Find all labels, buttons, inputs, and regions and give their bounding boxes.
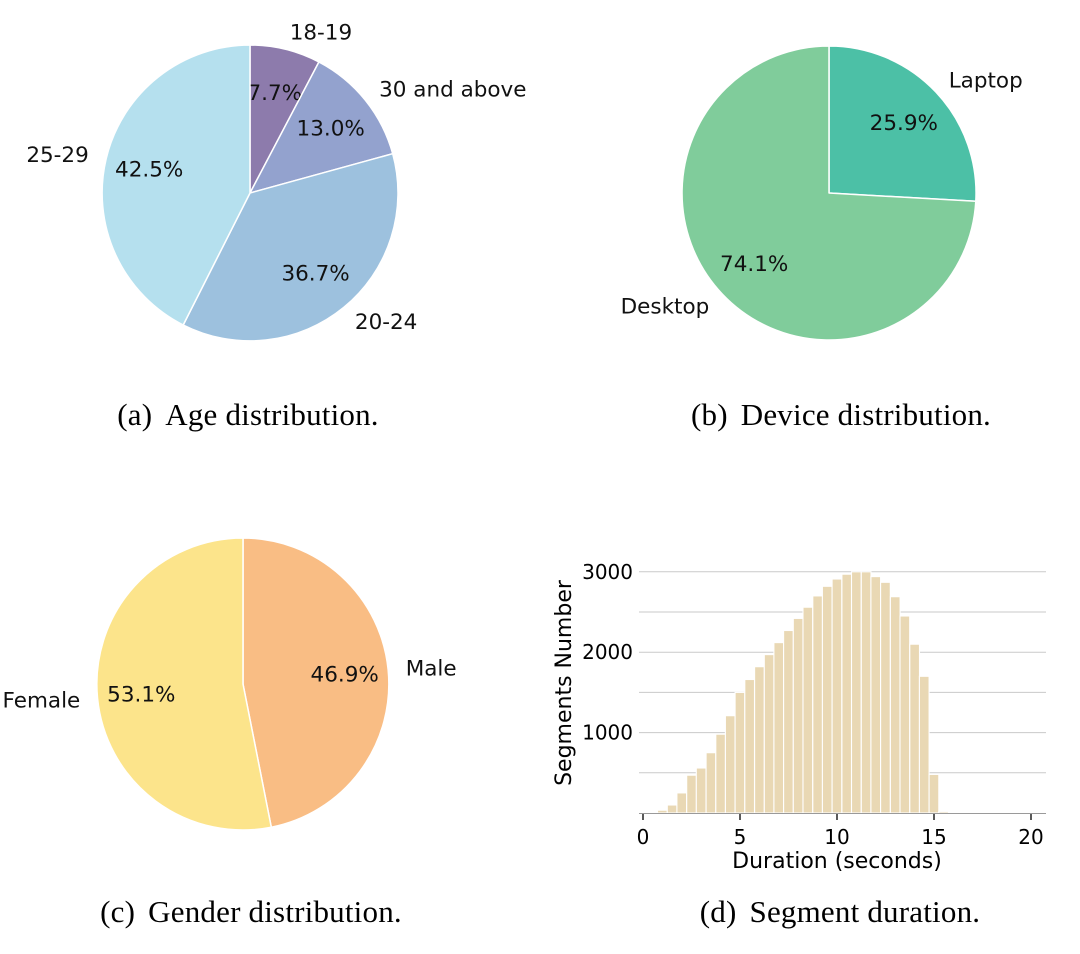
histogram-bar bbox=[656, 809, 668, 814]
gender-pie-chart: 46.9% Male 53.1% Female bbox=[3, 537, 457, 831]
histogram-bar bbox=[666, 804, 678, 814]
x-tick-label-10: 10 bbox=[824, 825, 849, 849]
pie-pct-20-24: 36.7% bbox=[281, 262, 349, 287]
pie-label-laptop: Laptop bbox=[949, 68, 1023, 93]
histogram-bar bbox=[918, 675, 930, 814]
histogram-bar bbox=[870, 576, 882, 814]
y-tick-label-2000: 2000 bbox=[582, 640, 633, 664]
x-tick-label-5: 5 bbox=[734, 825, 747, 849]
histogram-bar bbox=[860, 571, 872, 814]
histogram-bar bbox=[899, 615, 911, 814]
histogram-bar bbox=[821, 585, 833, 814]
histogram-bar bbox=[676, 792, 688, 814]
pie-pct-25-29: 42.5% bbox=[115, 157, 183, 182]
y-axis-label: Segments Number bbox=[552, 579, 577, 786]
pie-slice-25-29 bbox=[101, 44, 251, 326]
caption-age-index: (a) bbox=[117, 397, 153, 432]
pie-label-30-and-above: 30 and above bbox=[379, 78, 526, 103]
pie-slice-30-and-above bbox=[249, 61, 394, 194]
caption-device: (b) Device distribution. bbox=[691, 397, 991, 433]
duration-histogram: 0 5 10 15 20 1000 2000 3000 Duration (seconds) Se… bbox=[552, 560, 1046, 874]
histogram-bar bbox=[695, 767, 707, 814]
histogram-bar bbox=[802, 606, 814, 814]
histogram-bar bbox=[928, 773, 940, 814]
pie-pct-female: 53.1% bbox=[107, 682, 175, 707]
histogram-bar bbox=[880, 581, 891, 814]
pie-slice-male bbox=[242, 537, 390, 828]
histogram-bar bbox=[686, 774, 697, 814]
pie-slice-laptop bbox=[828, 45, 977, 203]
pie-pct-male: 46.9% bbox=[311, 663, 379, 688]
caption-age-text: Age distribution. bbox=[165, 397, 379, 432]
histogram-bar bbox=[792, 617, 804, 814]
pie-pct-30-and-above: 13.0% bbox=[297, 117, 365, 142]
histogram-bar bbox=[754, 666, 765, 814]
caption-device-text: Device distribution. bbox=[740, 397, 991, 432]
pie-pct-laptop: 25.9% bbox=[870, 111, 938, 136]
pie-label-25-29: 25-29 bbox=[26, 143, 88, 168]
caption-duration: (d) Segment duration. bbox=[700, 894, 980, 930]
pie-slice-desktop bbox=[681, 45, 977, 341]
histogram-bar bbox=[831, 578, 843, 814]
histogram-bar bbox=[938, 810, 950, 814]
histogram-bar bbox=[763, 654, 775, 814]
pie-pct-18-19: 7.7% bbox=[247, 81, 302, 106]
histogram-bar bbox=[812, 595, 824, 814]
histogram-bar bbox=[705, 752, 717, 814]
pie-label-female: Female bbox=[3, 688, 81, 713]
x-tick-label-15: 15 bbox=[921, 825, 946, 849]
histogram-bar bbox=[909, 643, 921, 814]
histogram-bar bbox=[715, 733, 727, 814]
histogram-bar bbox=[889, 596, 901, 814]
pie-label-male: Male bbox=[406, 657, 457, 682]
pie-pct-desktop: 74.1% bbox=[720, 252, 788, 277]
y-tick-label-3000: 3000 bbox=[582, 560, 633, 584]
caption-gender-text: Gender distribution. bbox=[148, 894, 402, 929]
pie-label-20-24: 20-24 bbox=[355, 310, 417, 335]
age-pie-chart: 7.7% 18-19 13.0% 30 and above 36.7%20-24 42.5… bbox=[26, 21, 527, 342]
x-axis-label: Duration (seconds) bbox=[732, 849, 942, 874]
device-pie-chart: 25.9% Laptop 74.1% Desktop bbox=[621, 45, 1023, 341]
histogram-bar bbox=[724, 715, 736, 814]
pie-slice-20-24 bbox=[182, 152, 399, 342]
pie-label-18-19: 18-19 bbox=[290, 21, 352, 46]
pie-label-desktop: Desktop bbox=[621, 295, 710, 320]
y-tick-label-1000: 1000 bbox=[582, 721, 633, 745]
histogram-bar bbox=[773, 642, 785, 814]
caption-gender: (c) Gender distribution. bbox=[100, 894, 402, 930]
pie-slice-female bbox=[96, 537, 273, 831]
caption-gender-index: (c) bbox=[100, 894, 136, 929]
x-tick-label-0: 0 bbox=[637, 825, 650, 849]
histogram-bar bbox=[783, 629, 794, 814]
caption-device-index: (b) bbox=[691, 397, 728, 432]
histogram-bar bbox=[744, 678, 756, 814]
histogram-bar bbox=[841, 573, 853, 814]
x-tick-label-20: 20 bbox=[1018, 825, 1043, 849]
caption-duration-text: Segment duration. bbox=[749, 894, 981, 929]
histogram-bar bbox=[734, 691, 746, 814]
caption-age: (a) Age distribution. bbox=[117, 397, 379, 433]
histogram-bar bbox=[850, 571, 862, 814]
caption-duration-index: (d) bbox=[699, 894, 737, 929]
